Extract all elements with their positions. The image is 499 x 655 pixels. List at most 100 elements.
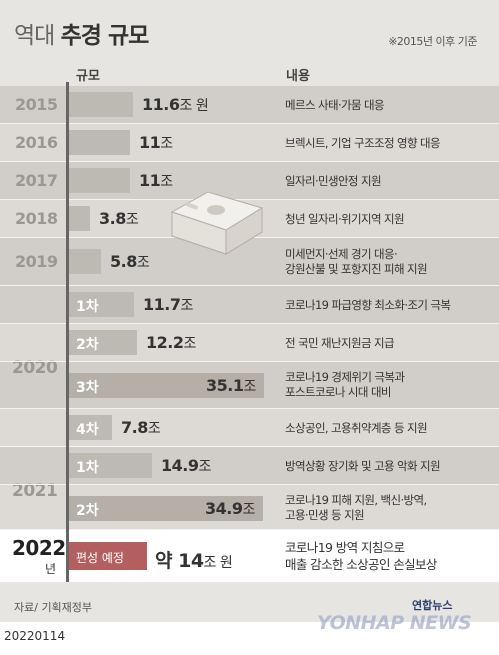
footnote: ※2015년 이후 기준 — [388, 35, 477, 48]
value-label: 5.8조 — [110, 252, 150, 272]
description-line: 브렉시트, 기업 구조조정 영향 대응 — [285, 135, 441, 150]
year-suffix: 년 — [45, 562, 56, 576]
row-divider — [0, 446, 499, 447]
value-unit: 조 — [160, 174, 173, 190]
value-bar — [69, 453, 152, 478]
table-row: 2차 12.2조 전 국민 재난지원금 지급 — [0, 324, 499, 361]
year-label: 2015 — [15, 95, 58, 114]
description-line: 포스트코로나 시대 대비 — [285, 385, 392, 399]
title-light: 역대 — [14, 23, 55, 49]
sub-label: 1차 — [76, 299, 99, 315]
row-divider — [0, 484, 499, 485]
description-line: 매출 감소한 소상공인 손실보상 — [285, 557, 437, 572]
value-number: 5.8 — [110, 252, 137, 271]
table-row: 2015 11.6조 원 메르스 사태·가뭄 대응 — [0, 86, 499, 123]
value-bar — [69, 415, 112, 440]
year-label-2022: 2022 — [12, 536, 66, 560]
description-line: 소상공인, 고용취약계층 등 지원 — [285, 420, 428, 435]
value-unit: 조 — [125, 212, 139, 228]
value-unit: 조 — [180, 298, 193, 314]
description-line: 강원산불 및 포항지진 피해 지원 — [285, 262, 428, 276]
value-bar — [69, 496, 263, 521]
value-label: 11조 — [139, 171, 173, 191]
description-line: 미세먼지·선제 경기 대응· — [285, 247, 398, 261]
value-unit: 조 — [242, 502, 255, 518]
row-divider — [0, 285, 499, 286]
value-bar — [69, 249, 101, 274]
table-row: 2017 11조 일자리·민생안정 지원 — [0, 162, 499, 199]
description-line: 청년 일자리·위기지역 지원 — [285, 211, 405, 226]
sub-label: 4차 — [76, 422, 99, 438]
value-label: 11조 — [139, 133, 173, 153]
description-line: 방역상황 장기화 및 고용 악화 지원 — [285, 458, 441, 473]
source-text: 자료/ 기획재정부 — [14, 601, 93, 614]
description-line: 일자리·민생안정 지원 — [285, 173, 382, 188]
description-line: 코로나19 파급영향 최소화·조기 극복 — [285, 297, 451, 312]
value-bar — [69, 330, 137, 355]
value-label: 11.7조 — [143, 295, 193, 315]
description-line: 고용·민생 등 지원 — [285, 508, 365, 522]
description: 코로나19 피해 지원, 백신·방역, 고용·민생 등 지원 — [285, 493, 427, 523]
description: 전 국민 재난지원금 지급 — [285, 336, 395, 351]
value-number: 34.9 — [205, 499, 243, 518]
value-bar — [69, 130, 130, 155]
value-unit: 조 원 — [203, 555, 233, 571]
value-label: 12.2조 — [146, 333, 196, 353]
description: 메르스 사태·가뭄 대응 — [285, 98, 385, 113]
row-divider — [0, 408, 499, 409]
axis-line — [66, 82, 69, 582]
value-number: 12.2 — [146, 333, 184, 352]
value-number: 3.8 — [99, 209, 126, 228]
value-number: 11.7 — [143, 295, 181, 314]
value-number: 약 14 — [155, 550, 204, 572]
row-divider — [0, 123, 499, 124]
value-unit: 조 — [183, 336, 196, 352]
table-row: 2019 5.8조 미세먼지·선제 경기 대응· 강원산불 및 포항지진 피해 지원 — [0, 238, 499, 285]
sub-label: 2차 — [76, 503, 99, 519]
value-unit: 조 — [136, 255, 150, 271]
description: 코로나19 파급영향 최소화·조기 극복 — [285, 297, 451, 313]
value-bar — [69, 292, 134, 317]
description: 일자리·민생안정 지원 — [285, 173, 382, 189]
value-label: 34.9조 — [205, 499, 255, 519]
year-label-2020: 2020 — [12, 358, 58, 378]
sub-label: 편성 예정 — [76, 551, 124, 565]
header-scale: 규모 — [76, 69, 100, 84]
row-divider — [0, 361, 499, 362]
description: 소상공인, 고용취약계층 등 지원 — [285, 420, 428, 436]
money-stack-icon — [170, 192, 264, 255]
year-label: 2019 — [15, 252, 58, 271]
description-line: 코로나19 방역 지침으로 — [285, 540, 405, 555]
watermark: YONHAP NEWS — [317, 612, 472, 634]
row-divider — [0, 199, 499, 200]
title-bold: 추경 규모 — [60, 23, 150, 49]
year-label: 2017 — [15, 171, 58, 190]
value-bar — [69, 206, 90, 231]
value-number: 7.8 — [121, 418, 148, 437]
table-row: 3차 35.1조 코로나19 경제위기 극복과 포스트코로나 시대 대비 — [0, 362, 499, 408]
value-number: 11 — [139, 133, 161, 152]
table-row: 2차 34.9조 코로나19 피해 지원, 백신·방역, 고용·민생 등 지원 — [0, 485, 499, 531]
value-number: 14.9 — [161, 456, 199, 475]
description: 청년 일자리·위기지역 지원 — [285, 211, 405, 227]
header-content: 내용 — [286, 69, 310, 84]
value-bar — [69, 373, 264, 398]
value-number: 11 — [139, 171, 161, 190]
description: 미세먼지·선제 경기 대응· 강원산불 및 포항지진 피해 지원 — [285, 247, 428, 277]
description: 브렉시트, 기업 구조조정 영향 대응 — [285, 135, 441, 151]
table-row: 1차 11.7조 코로나19 파급영향 최소화·조기 극복 — [0, 286, 499, 323]
description: 코로나19 경제위기 극복과 포스트코로나 시대 대비 — [285, 370, 405, 400]
value-label: 약 14조 원 — [155, 546, 233, 573]
year-label-2021: 2021 — [12, 481, 58, 501]
value-unit: 조 원 — [179, 98, 209, 114]
page-title: 역대 추경 규모 — [14, 16, 150, 50]
value-label: 7.8조 — [121, 418, 161, 438]
row-divider — [0, 529, 499, 530]
table-row: 2016 11조 브렉시트, 기업 구조조정 영향 대응 — [0, 124, 499, 161]
value-label: 35.1조 — [206, 376, 256, 396]
value-unit: 조 — [243, 379, 256, 395]
table-row: 1차 14.9조 방역상황 장기화 및 고용 악화 지원 — [0, 447, 499, 484]
yonhap-logo: 연합뉴스 — [412, 599, 453, 612]
value-label: 14.9조 — [161, 456, 211, 476]
